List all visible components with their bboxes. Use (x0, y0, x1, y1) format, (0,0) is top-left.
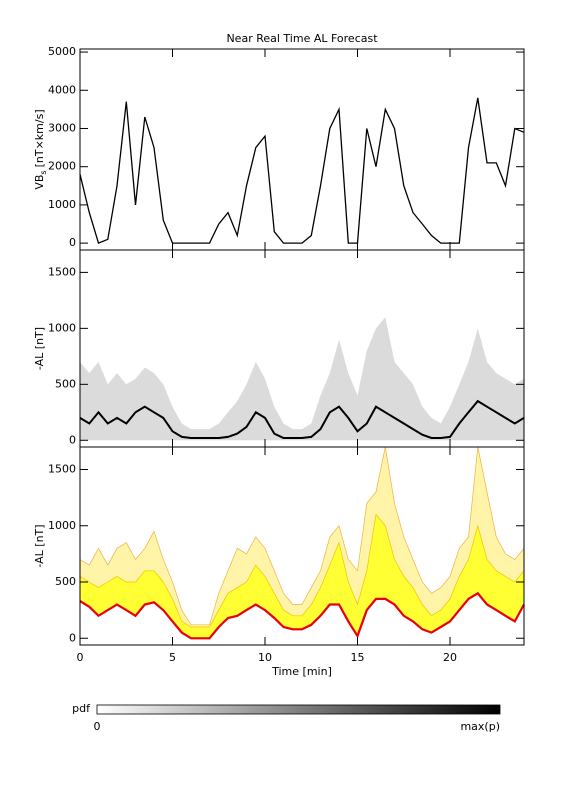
y-tick-label: 4000 (48, 83, 76, 96)
y-tick-label: 1000 (48, 519, 76, 532)
y-axis-label-unit: [nT×km/s] (33, 109, 46, 167)
y-tick-label: 500 (55, 377, 76, 390)
y-tick-label: 3000 (48, 121, 76, 134)
density-ridge (79, 399, 525, 439)
density-spread (80, 317, 524, 441)
colorbar-min: 0 (94, 720, 101, 733)
panel: 0 500 1000 1500 -AL [nT] (33, 249, 525, 448)
panel-frame (79, 446, 525, 646)
colorbar-label: pdf (72, 702, 91, 715)
vbs-line (79, 97, 525, 244)
y-axis-label: -AL [nT] (33, 327, 46, 370)
y-tick-label: 0 (69, 433, 76, 446)
x-tick-label: 5 (169, 651, 176, 664)
forecast-line (79, 591, 525, 640)
y-tick-label: 0 (69, 236, 76, 249)
panel: 0 1000 2000 3000 4000 5000 Near Real Time AL F… (33, 32, 525, 251)
y-tick-label: 0 (69, 631, 76, 644)
x-tick-label: 20 (443, 651, 457, 664)
y-tick-label: 1500 (48, 463, 76, 476)
y-tick-label: 2000 (48, 160, 76, 173)
colorbar-max: max(p) (460, 720, 500, 733)
panel-frame (79, 48, 525, 251)
y-tick-label: 1000 (48, 198, 76, 211)
y-tick-label: 1500 (48, 265, 76, 278)
y-tick-label: 1000 (48, 321, 76, 334)
y-axis-label: VBs [nT×km/s] (33, 109, 48, 189)
x-tick-label: 0 (77, 651, 84, 664)
y-axis-label-main: VB (33, 175, 46, 190)
x-tick-label: 10 (258, 651, 272, 664)
y-tick-label: 5000 (48, 45, 76, 58)
x-tick-label: 15 (351, 651, 365, 664)
y-axis-label-sub: s (39, 170, 48, 174)
colorbar (96, 704, 501, 715)
y-tick-label: 500 (55, 575, 76, 588)
y-axis-label: -AL [nT] (33, 524, 46, 567)
panel: 0 500 1000 1500 0 5 10 15 20 Time [min] -AL [nT] (33, 446, 525, 678)
chart-title: Near Real Time AL Forecast (226, 32, 378, 45)
x-axis-label: Time [min] (271, 665, 332, 678)
